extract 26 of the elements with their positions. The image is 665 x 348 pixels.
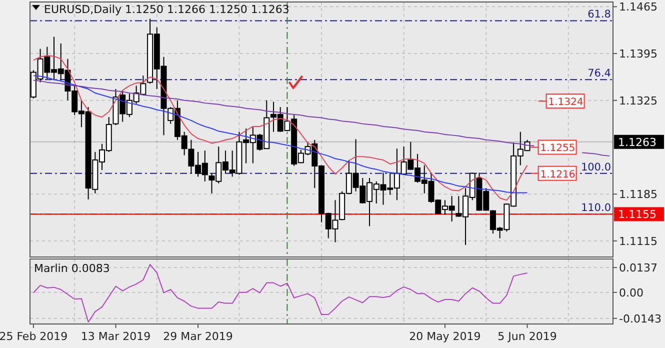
chart-title: EURUSD,Daily 1.1250 1.1266 1.1250 1.1263	[44, 3, 290, 16]
y-tick-label: 1.1185	[619, 188, 658, 202]
line-series	[32, 55, 528, 201]
ref-line-label: 1.1263	[618, 136, 656, 149]
y-tick-label: 1.1115	[619, 234, 658, 248]
x-tick-label: 5 Jun 2019	[498, 330, 557, 343]
annotation: 1.1324	[548, 97, 584, 108]
x-tick-label: 25 Feb 2019	[0, 330, 68, 343]
y-tick-label: 1.1395	[619, 48, 658, 61]
y-tick-label: -0.0143	[619, 312, 662, 326]
y-tick-label: 0.0137	[619, 262, 658, 275]
chart-title: Marlin 0.0083	[34, 262, 110, 275]
annotation: 100.0	[580, 161, 611, 174]
annotation: 1.1255	[540, 143, 576, 154]
annotation: 76.4	[588, 68, 612, 80]
y-tick-label: 0.00	[619, 286, 644, 300]
annotation: 110.0	[580, 202, 611, 214]
x-tick-label: 20 May 2019	[409, 330, 481, 343]
ref-line-label: 1.1155	[618, 208, 656, 222]
y-tick-label: 1.1325	[619, 94, 658, 108]
line-series	[32, 264, 528, 323]
x-tick-label: 13 Mar 2019	[80, 330, 151, 343]
x-tick-label: 29 Mar 2019	[163, 330, 233, 343]
annotation: 1.1216	[540, 169, 576, 180]
y-tick-label: 1.1465	[619, 0, 658, 14]
annotation: 61.8	[588, 8, 611, 21]
